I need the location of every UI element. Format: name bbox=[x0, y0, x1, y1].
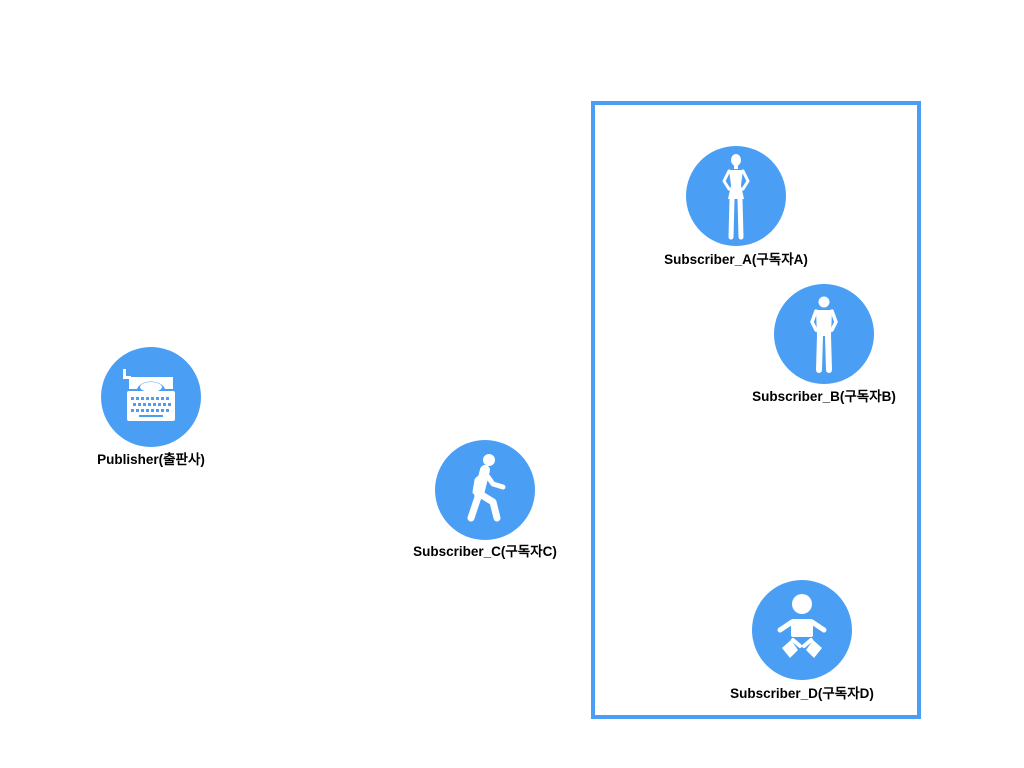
subscriber-a-label: Subscriber_A(구독자A) bbox=[664, 252, 808, 267]
subscriber-group-box bbox=[591, 101, 921, 719]
subscriber-b-label: Subscriber_B(구독자B) bbox=[752, 389, 896, 404]
subscriber-a-node bbox=[686, 146, 786, 246]
typewriter-icon bbox=[123, 369, 175, 421]
woman-standing-icon bbox=[722, 154, 750, 240]
publisher-node bbox=[101, 347, 201, 447]
baby-icon bbox=[777, 594, 827, 658]
subscriber-c-label: Subscriber_C(구독자C) bbox=[413, 544, 557, 559]
publisher-label: Publisher(출판사) bbox=[97, 452, 205, 467]
subscriber-c-node bbox=[435, 440, 535, 540]
subscriber-d-label: Subscriber_D(구독자D) bbox=[730, 686, 874, 701]
man-standing-icon bbox=[810, 296, 838, 373]
person-walking-icon bbox=[467, 454, 506, 522]
subscriber-b-node bbox=[774, 284, 874, 384]
subscriber-d-node bbox=[752, 580, 852, 680]
